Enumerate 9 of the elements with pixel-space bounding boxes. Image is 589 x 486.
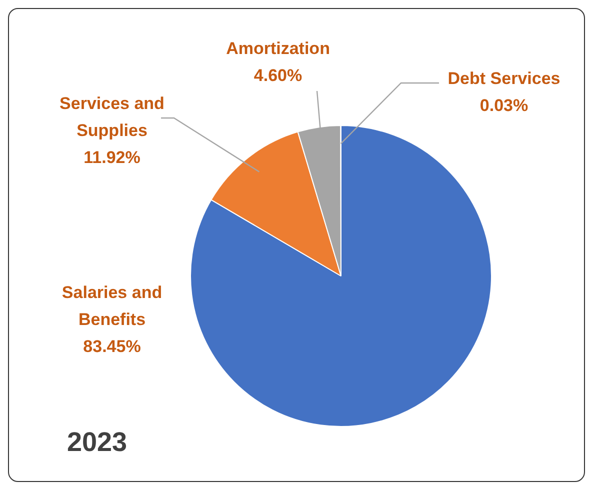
text: 2023 [67, 427, 128, 457]
data-label: 0.03% [480, 96, 528, 116]
slice-label: Debt Services [448, 69, 560, 88]
data-label: 83.45% [83, 337, 141, 356]
data-label: 11.92% [84, 148, 140, 168]
slice-label: Salaries and Benefits [62, 283, 162, 330]
data-label: 4.60% [254, 66, 302, 86]
slice-label: Amortization [226, 39, 330, 58]
slice-label: Services and Supplies [60, 94, 164, 140]
